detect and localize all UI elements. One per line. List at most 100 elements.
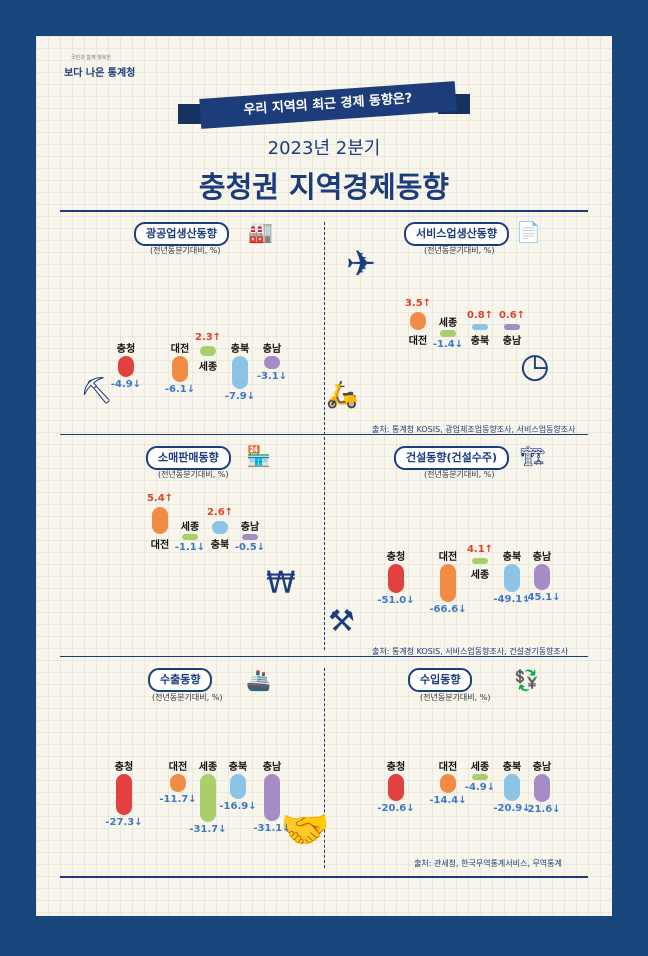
mining-bar <box>264 356 280 370</box>
import-data-label: -21.6↓ <box>523 804 561 816</box>
divider-vertical <box>324 222 326 650</box>
import-bar <box>388 774 404 801</box>
construction-category-label: 세종 <box>470 570 490 581</box>
mining-category-label: 대전 <box>170 344 190 355</box>
construction-data-label: -51.0↓ <box>377 595 415 607</box>
construction-bar <box>534 564 550 590</box>
mining-category-label: 세종 <box>198 362 218 373</box>
import-category-label: 충남 <box>532 762 552 773</box>
import-data-label: -20.9↓ <box>493 803 531 815</box>
construction-category-label: 대전 <box>438 552 458 563</box>
import-category-label: 대전 <box>438 762 458 773</box>
export-bar <box>170 774 186 792</box>
unit-import: (전년동분기대비, %) <box>420 693 491 702</box>
mining-bar <box>232 356 248 390</box>
mining-bar <box>172 356 188 382</box>
retail-data-label: -0.5↓ <box>234 542 266 553</box>
unit-retail: (전년동분기대비, %) <box>158 470 229 479</box>
construction-category-label: 충남 <box>532 552 552 563</box>
mining-data-label: -3.1↓ <box>256 371 288 383</box>
mining-bar <box>200 346 216 356</box>
export-category-label: 충남 <box>262 762 282 773</box>
source-mid: 출처: 통계청 KOSIS, 서비스업동향조사, 건설경기동향조사 <box>372 647 569 656</box>
factory-icon: 🏭 <box>248 220 273 244</box>
export-bar <box>230 774 246 800</box>
export-data-label: -27.3↓ <box>105 816 143 828</box>
export-data-label: -11.7↓ <box>159 793 197 805</box>
construction-category-label: 충청 <box>386 552 406 563</box>
trade-icon: 💱 <box>514 668 539 692</box>
mining-data-label: 2.3↑ <box>194 332 222 344</box>
scooter-icon: 🛵 <box>326 380 359 410</box>
unit-construction: (전년동분기대비, %) <box>424 470 495 479</box>
construction-data-label: -49.1↓ <box>493 593 531 605</box>
export-data-label: -31.7↓ <box>189 823 227 835</box>
clock-icon: ◷ <box>520 346 550 386</box>
section-title-construction: 건설동향(건설수주) <box>394 446 510 470</box>
mining-data-label: -4.9↓ <box>110 378 142 390</box>
divider-2 <box>60 656 588 657</box>
port-icon: 🚢 <box>246 668 271 692</box>
divider-bottom <box>60 876 588 878</box>
divider-vertical-2 <box>324 668 326 868</box>
divider-top <box>60 210 588 212</box>
section-title-retail: 소매판매동향 <box>146 446 231 470</box>
unit-mining: (전년동분기대비, %) <box>150 246 221 255</box>
store-icon: 🏪 <box>246 444 271 468</box>
mining-category-label: 충북 <box>230 344 250 355</box>
import-category-label: 충청 <box>386 762 406 773</box>
retail-category-label: 세종 <box>180 522 200 533</box>
service-category-label: 대전 <box>408 336 428 347</box>
construction-data-label: 4.1↑ <box>466 544 494 555</box>
import-bar <box>440 774 456 793</box>
construction-bar <box>472 558 488 564</box>
export-bar <box>200 774 216 822</box>
section-title-service: 서비스업생산동향 <box>404 222 509 246</box>
mining-data-label: -7.9↓ <box>224 391 256 403</box>
retail-bar <box>212 521 228 534</box>
section-title-mining: 광공업생산동향 <box>134 222 229 246</box>
import-data-label: -14.4↓ <box>429 794 467 806</box>
retail-category-label: 충남 <box>240 522 260 533</box>
service-bar <box>472 324 488 330</box>
unit-service: (전년동분기대비, %) <box>424 246 495 255</box>
construction-data-label: -45.1↓ <box>523 591 561 603</box>
construction-bar <box>388 564 404 594</box>
service-category-label: 세종 <box>438 318 458 329</box>
import-bar <box>472 774 488 781</box>
retail-data-label: 5.4↑ <box>146 493 174 504</box>
export-bar <box>264 774 280 821</box>
mining-category-label: 충남 <box>262 344 282 355</box>
import-data-label: -20.6↓ <box>377 802 415 814</box>
service-category-label: 충남 <box>502 336 522 347</box>
section-title-export: 수출동향 <box>148 668 213 692</box>
service-bar <box>410 311 426 330</box>
import-category-label: 충북 <box>502 762 522 773</box>
retail-bar <box>242 534 258 540</box>
mining-bar <box>118 356 134 377</box>
section-title-import: 수입동향 <box>408 668 473 692</box>
service-data-label: 3.5↑ <box>404 297 432 309</box>
retail-data-label: 2.6↑ <box>206 507 234 518</box>
export-category-label: 충북 <box>228 762 248 773</box>
construction-category-label: 충북 <box>502 552 522 563</box>
retail-category-label: 충북 <box>210 540 230 551</box>
export-data-label: -16.9↓ <box>219 801 257 813</box>
logo: 보다 나은 통계청 <box>64 68 136 79</box>
export-bar <box>116 774 132 815</box>
retail-bar <box>182 534 198 540</box>
crane-illustration-icon: ⚒ <box>328 604 355 639</box>
mining-data-label: -6.1↓ <box>164 383 196 395</box>
export-category-label: 대전 <box>168 762 188 773</box>
source-top: 출처: 통계청 KOSIS, 광업제조업동향조사, 서비스업동향조사 <box>372 425 576 434</box>
airplane-icon: ✈ <box>346 244 377 285</box>
export-data-label: -31.1↓ <box>253 822 291 834</box>
service-bar <box>504 324 520 330</box>
unit-export: (전년동분기대비, %) <box>152 693 223 702</box>
scoop-icon: ⛏ <box>80 376 114 406</box>
mining-category-label: 충청 <box>116 344 136 355</box>
page-title: 충청권 지역경제동향 <box>198 170 450 204</box>
service-data-label: 0.6↑ <box>498 310 526 321</box>
handshake-people-icon: 🤝 <box>280 807 330 853</box>
money-bag-icon: ₩ <box>266 566 296 601</box>
